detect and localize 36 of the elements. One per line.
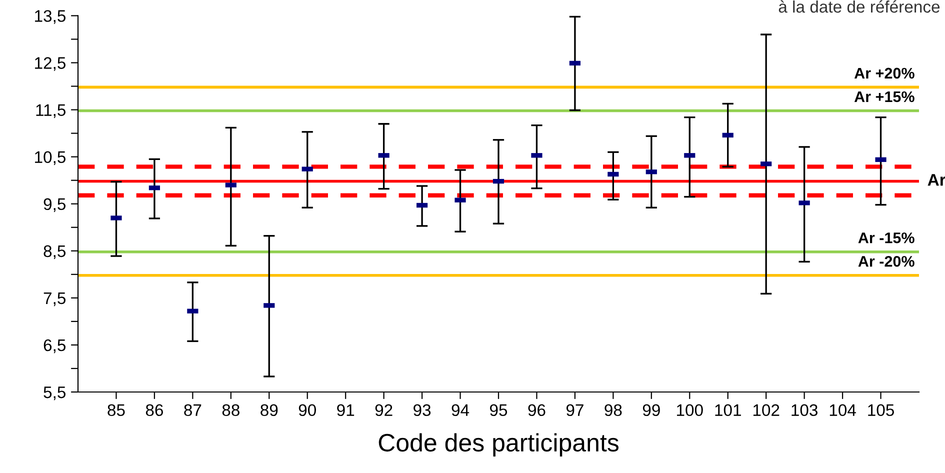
text: à la date de référence (778, 0, 940, 13)
x-tick-label: 87 (184, 404, 202, 416)
x-tick-label: 100 (677, 404, 703, 416)
x-tick-label: 85 (108, 404, 125, 416)
x-tick-label: 99 (642, 404, 660, 416)
y-tick-label: 12,5 (35, 57, 66, 71)
x-tick-label: 94 (452, 404, 470, 416)
y-tick-label: 10,5 (35, 151, 66, 165)
x-tick-label: 101 (715, 404, 741, 416)
x-tick-label: 98 (604, 404, 622, 416)
y-tick-label: 11,5 (36, 104, 66, 118)
x-tick-label: 90 (298, 404, 316, 416)
x-tick-label: 97 (566, 404, 584, 416)
x-tick-label: 103 (792, 404, 818, 416)
y-tick-label: 5,5 (44, 386, 66, 400)
y-tick-label: 13,5 (35, 10, 66, 24)
x-tick-label: 86 (146, 404, 163, 416)
y-tick-label: 8,5 (44, 245, 66, 260)
x-tick-label: 92 (375, 404, 392, 416)
x-tick-label: 91 (337, 404, 354, 416)
ref-line-label: Ar +15% (854, 91, 914, 102)
x-axis-title: Code des participants (378, 433, 619, 457)
x-tick-label: 96 (528, 404, 546, 416)
x-tick-label: 89 (260, 404, 278, 416)
ref-line-label: Ar +20% (854, 68, 914, 79)
ref-line-label: Ar -20% (858, 256, 914, 267)
x-tick-label: 102 (753, 404, 780, 416)
x-tick-label: 95 (490, 404, 508, 416)
y-tick-label: 9,5 (44, 198, 66, 212)
x-tick-label: 104 (830, 404, 856, 416)
x-tick-label: 88 (222, 404, 240, 416)
y-tick-label: 6,5 (44, 339, 66, 354)
ref-line-label: Ar -15% (858, 232, 914, 244)
x-tick-label: 105 (868, 404, 894, 416)
y-tick-label: 7,5 (44, 292, 66, 306)
x-tick-label: 93 (414, 404, 431, 416)
